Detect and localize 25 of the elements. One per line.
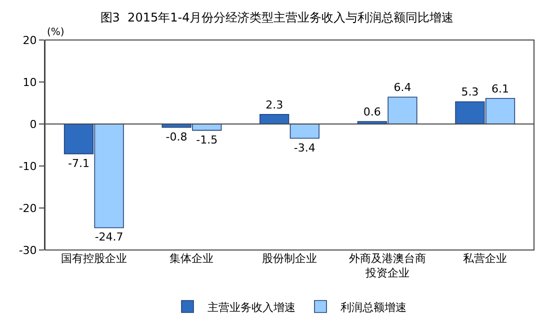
y-tick-label: 10 (22, 76, 37, 89)
data-label: 2.3 (266, 98, 284, 112)
y-axis-title: (%) (47, 27, 64, 38)
legend-label: 主营业务收入增速 (208, 300, 296, 314)
x-tick-label: 股份制企业 (262, 252, 317, 265)
y-tick-label: -20 (18, 202, 37, 215)
chart-title: 图3 2015年1-4月份分经济类型主营业务收入与利润总额同比增速 (100, 10, 454, 25)
x-tick-label: 集体企业 (170, 252, 214, 265)
data-label: 5.3 (461, 86, 479, 99)
x-tick-label: 外商及港澳台商投资企业 (348, 252, 426, 280)
data-label: 6.1 (492, 82, 510, 96)
y-tick-label: -10 (18, 160, 37, 173)
y-tick-label: 20 (22, 34, 37, 47)
x-tick-label: 国有控股企业 (60, 252, 127, 265)
data-label: -1.5 (196, 133, 218, 146)
data-label: -3.4 (294, 141, 316, 154)
data-label: 6.4 (394, 81, 412, 94)
x-tick-label: 私营企业 (463, 252, 508, 265)
y-tick-label: -30 (18, 244, 37, 257)
y-tick-label: 0 (30, 118, 37, 131)
data-label: 0.6 (363, 105, 381, 118)
legend-label: 利润总额增速 (340, 300, 406, 314)
data-label: -24.7 (94, 230, 124, 244)
data-label: -7.1 (68, 156, 90, 170)
data-label: -0.8 (166, 130, 188, 144)
